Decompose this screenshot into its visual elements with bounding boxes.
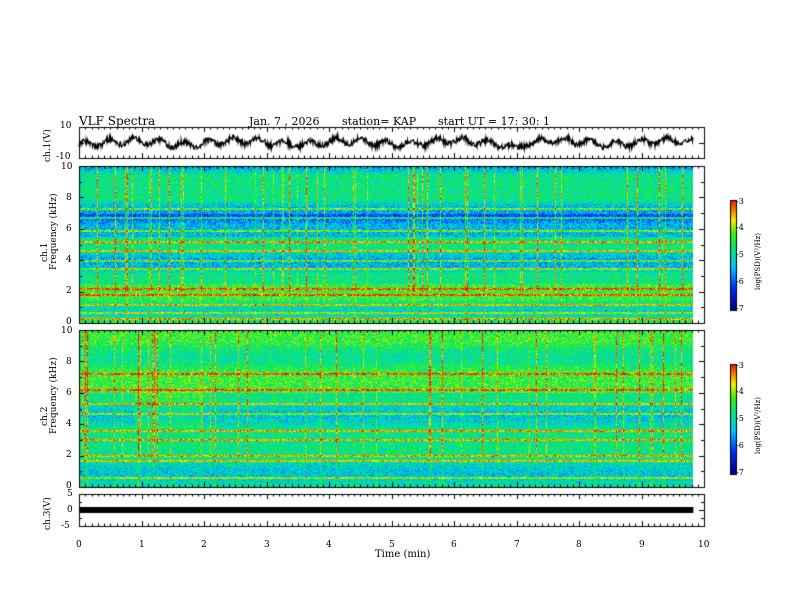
ch1-spec-ytick-6: 6 xyxy=(66,224,72,234)
cb1-tick-neg4: -4 xyxy=(736,223,744,232)
ch3-waveform-ylabel: ch.3(V) xyxy=(43,497,53,530)
xtick-9: 9 xyxy=(639,540,645,550)
ch2-spec-ytick-8: 8 xyxy=(66,357,72,367)
cb2-tick-neg3: -3 xyxy=(736,361,744,370)
ch1-spec-ylabel-2: Frequency (kHz) xyxy=(49,193,59,270)
xtick-4: 4 xyxy=(326,540,332,550)
ch2-spec-ylabel-2: Frequency (kHz) xyxy=(49,357,59,434)
ch2-spec-ytick-10: 10 xyxy=(61,326,73,336)
ch2-spec-ytick-6: 6 xyxy=(66,388,72,398)
station-label: station= KAP xyxy=(342,115,417,128)
xtick-2: 2 xyxy=(201,540,207,550)
ch3-ytick-5: 5 xyxy=(67,489,73,499)
cb2-tick-neg5: -5 xyxy=(736,414,744,423)
cb1-tick-neg7: -7 xyxy=(736,304,744,313)
xtick-10: 10 xyxy=(698,540,710,550)
start-time-label: start UT = 17: 30: 1 xyxy=(438,115,551,128)
cb2-tick-neg6: -6 xyxy=(736,441,744,450)
cb1-tick-neg5: -5 xyxy=(736,250,744,259)
ch1-spec-ytick-8: 8 xyxy=(66,193,72,203)
ch1-spec-ytick-10: 10 xyxy=(61,162,73,172)
ch2-spec-ytick-0: 0 xyxy=(66,481,72,491)
ch3-ytick-neg5: -5 xyxy=(61,521,70,531)
ch2-spec-ytick-4: 4 xyxy=(66,419,72,429)
x-axis-label: Time (min) xyxy=(375,549,431,560)
cb2-tick-neg7: -7 xyxy=(736,468,744,477)
date-label: Jan. 7 , 2026 xyxy=(249,115,320,128)
chart-title: VLF Spectra xyxy=(79,114,156,128)
cb2-label: log(PSD)(V²/Hz) xyxy=(754,397,762,454)
ch2-spec-ytick-2: 2 xyxy=(66,450,72,460)
ch1-spec-ytick-2: 2 xyxy=(66,286,72,296)
xtick-3: 3 xyxy=(264,540,270,550)
ch1-ytick-top: 10 xyxy=(60,121,72,131)
xtick-1: 1 xyxy=(139,540,145,550)
xtick-6: 6 xyxy=(451,540,457,550)
xtick-5: 5 xyxy=(389,540,395,550)
ch1-spec-ytick-0: 0 xyxy=(66,317,72,327)
cb1-tick-neg6: -6 xyxy=(736,277,744,286)
ch1-waveform-ylabel: ch.1(V) xyxy=(43,129,53,162)
ch1-spec-ytick-4: 4 xyxy=(66,255,72,265)
cb1-tick-neg3: -3 xyxy=(736,197,744,206)
xtick-7: 7 xyxy=(514,540,520,550)
xtick-0: 0 xyxy=(76,540,82,550)
ch3-ytick-0: 0 xyxy=(67,505,73,515)
cb2-tick-neg4: -4 xyxy=(736,387,744,396)
xtick-8: 8 xyxy=(576,540,582,550)
cb1-label: log(PSD)(V²/Hz) xyxy=(754,233,762,290)
ch1-ytick-bottom: -10 xyxy=(56,152,71,162)
